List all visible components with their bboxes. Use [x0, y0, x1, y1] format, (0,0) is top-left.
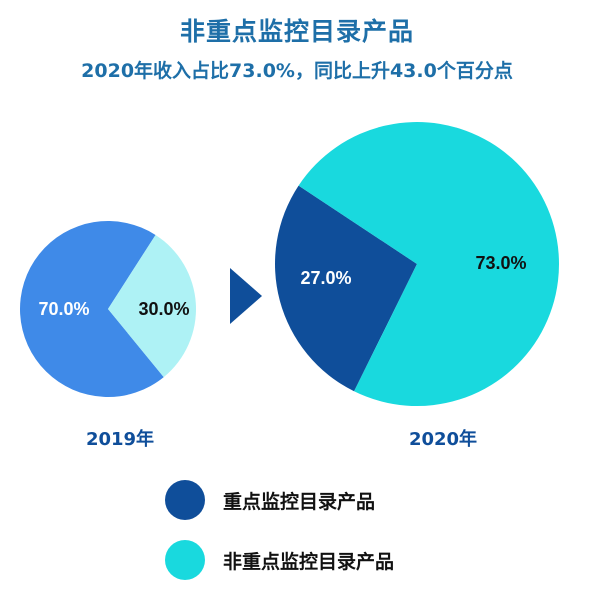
legend-label-nonkey: 非重点监控目录产品	[223, 550, 395, 573]
legend-item-nonkey: 非重点监控目录产品	[165, 540, 394, 580]
year-label-2019: 2019年	[86, 428, 154, 450]
legend-label-key: 重点监控目录产品	[223, 490, 376, 513]
arrow-icon	[230, 268, 262, 324]
pie-label-2019-key: 70.0%	[38, 299, 89, 319]
pie-slice-2019-key	[20, 221, 164, 398]
pie-slice-2019-nonkey	[108, 234, 197, 378]
chart-subtitle: 2020年收入占比73.0%，同比上升43.0个百分点	[81, 60, 513, 82]
pie-slice-2020-nonkey	[298, 122, 559, 407]
pie-slice-2020-key	[274, 185, 417, 392]
legend-swatch-nonkey	[165, 540, 205, 580]
year-label-2020: 2020年	[409, 428, 477, 450]
pie-label-2020-key: 27.0%	[300, 268, 351, 288]
pie-label-2020-nonkey: 73.0%	[475, 253, 526, 273]
legend-item-key: 重点监控目录产品	[165, 480, 375, 520]
chart-title: 非重点监控目录产品	[179, 17, 414, 46]
legend-swatch-key	[165, 480, 205, 520]
pie-label-2019-nonkey: 30.0%	[138, 299, 189, 319]
